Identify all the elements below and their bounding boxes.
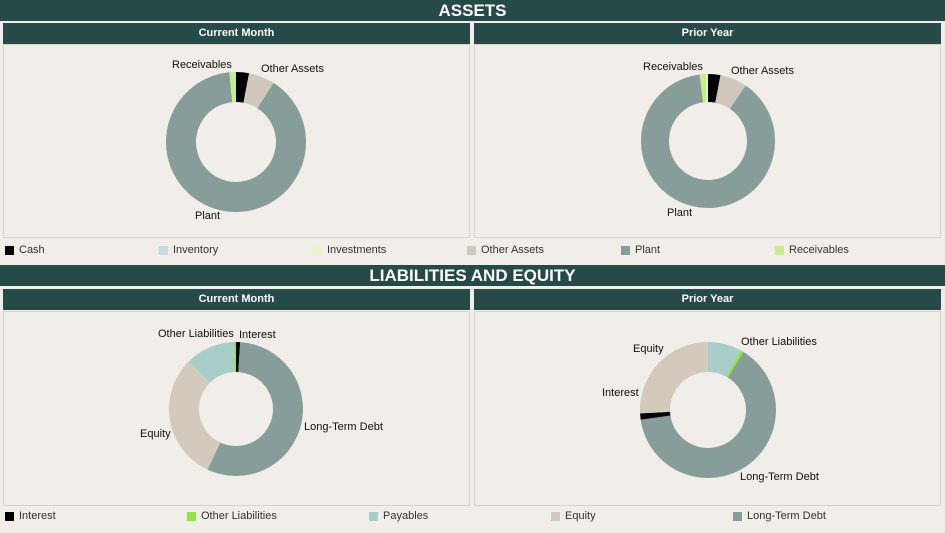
slice-investments [705, 74, 708, 103]
slice-plant [166, 72, 307, 212]
slice-equity [169, 361, 221, 470]
slice-payables [188, 342, 235, 383]
liab-current-title: Current Month [3, 289, 470, 310]
label-other-assets: Other Assets [261, 63, 324, 75]
slice-interest [640, 411, 671, 420]
legend-item-equity: Equity [551, 510, 596, 522]
slice-receivables [229, 72, 236, 103]
assets-prior-title: Prior Year [474, 23, 941, 44]
label-interest: Interest [239, 329, 276, 341]
slice-plant [641, 74, 776, 208]
legend-item-cash: Cash [5, 244, 45, 256]
label-long-term-debt: Long-Term Debt [740, 471, 819, 483]
assets-current-title: Current Month [3, 23, 470, 44]
slice-long-term-debt [640, 351, 776, 478]
slice-equity [640, 342, 708, 414]
assets-header: ASSETS [0, 0, 945, 21]
label-plant: Plant [195, 210, 221, 222]
label-interest: Interest [602, 387, 639, 399]
slice-receivables [699, 74, 707, 103]
legend-item-other-assets: Other Assets [467, 244, 544, 256]
legend-item-investments: Investments [313, 244, 386, 256]
label-plant: Plant [667, 207, 693, 219]
label-long-term-debt: Long-Term Debt [304, 421, 383, 433]
legend-item-other-liabilities: Other Liabilities [187, 510, 277, 522]
slice-other-liabilities [726, 350, 744, 378]
slice-other-assets [243, 73, 274, 109]
label-receivables: Receivables [643, 61, 703, 73]
slice-cash [236, 72, 250, 103]
label-other-liabilities: Other Liabilities [741, 336, 817, 348]
legend-item-long-term-debt: Long-Term Debt [733, 510, 826, 522]
label-other-liabilities: Other Liabilities [158, 328, 234, 340]
slice-interest [236, 342, 241, 373]
slice-payables [708, 342, 741, 377]
legend-item-interest: Interest [5, 510, 56, 522]
slice-other-assets [715, 75, 746, 109]
liab-prior-title: Prior Year [474, 289, 941, 310]
slice-other-liabilities [233, 342, 236, 373]
label-receivables: Receivables [172, 59, 232, 71]
slice-long-term-debt [207, 342, 303, 476]
label-equity: Equity [140, 428, 171, 440]
liabilities-header: LIABILITIES AND EQUITY [0, 265, 945, 286]
slice-cash [708, 74, 721, 103]
legend-item-payables: Payables [369, 510, 428, 522]
legend-item-inventory: Inventory [159, 244, 218, 256]
label-other-assets: Other Assets [731, 65, 794, 77]
label-equity: Equity [633, 343, 664, 355]
legend-item-receivables: Receivables [775, 244, 849, 256]
legend-item-plant: Plant [621, 244, 660, 256]
